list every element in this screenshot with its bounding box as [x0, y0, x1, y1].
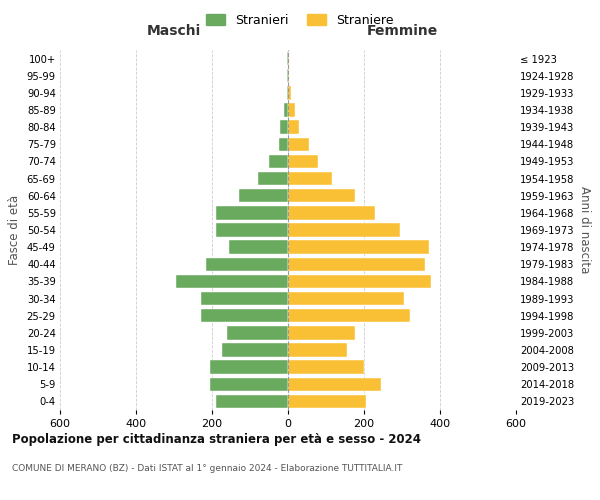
Legend: Stranieri, Straniere: Stranieri, Straniere [202, 8, 398, 32]
Bar [229, 240, 288, 254]
Text: Popolazione per cittadinanza straniera per età e sesso - 2024: Popolazione per cittadinanza straniera p… [12, 432, 421, 446]
Bar [288, 292, 404, 306]
Bar [239, 189, 288, 202]
Bar [288, 69, 289, 82]
Bar [288, 378, 381, 391]
Bar [216, 394, 288, 408]
Bar [288, 394, 366, 408]
Bar [210, 378, 288, 391]
Bar [284, 104, 288, 117]
Bar [288, 86, 291, 100]
Bar [287, 52, 288, 66]
Bar [216, 206, 288, 220]
Bar [288, 138, 309, 151]
Bar [288, 344, 347, 356]
Bar [287, 86, 288, 100]
Bar [288, 120, 299, 134]
Bar [288, 326, 355, 340]
Bar [257, 172, 288, 186]
Bar [206, 258, 288, 271]
Bar [176, 274, 288, 288]
Bar [288, 224, 400, 236]
Bar [288, 189, 355, 202]
Y-axis label: Fasce di età: Fasce di età [8, 195, 21, 265]
Bar [288, 309, 410, 322]
Bar [200, 292, 288, 306]
Bar [269, 154, 288, 168]
Bar [288, 360, 364, 374]
Y-axis label: Anni di nascita: Anni di nascita [578, 186, 592, 274]
Text: COMUNE DI MERANO (BZ) - Dati ISTAT al 1° gennaio 2024 - Elaborazione TUTTITALIA.: COMUNE DI MERANO (BZ) - Dati ISTAT al 1°… [12, 464, 403, 473]
Bar [288, 258, 425, 271]
Bar [227, 326, 288, 340]
Bar [288, 240, 428, 254]
Bar [288, 104, 295, 117]
Bar [288, 172, 332, 186]
Bar [280, 120, 288, 134]
Bar [287, 69, 288, 82]
Bar [288, 206, 376, 220]
Text: Maschi: Maschi [147, 24, 201, 38]
Bar [288, 274, 431, 288]
Bar [210, 360, 288, 374]
Bar [200, 309, 288, 322]
Bar [288, 52, 289, 66]
Bar [278, 138, 288, 151]
Bar [288, 154, 319, 168]
Text: Femmine: Femmine [367, 24, 437, 38]
Bar [216, 224, 288, 236]
Bar [221, 344, 288, 356]
